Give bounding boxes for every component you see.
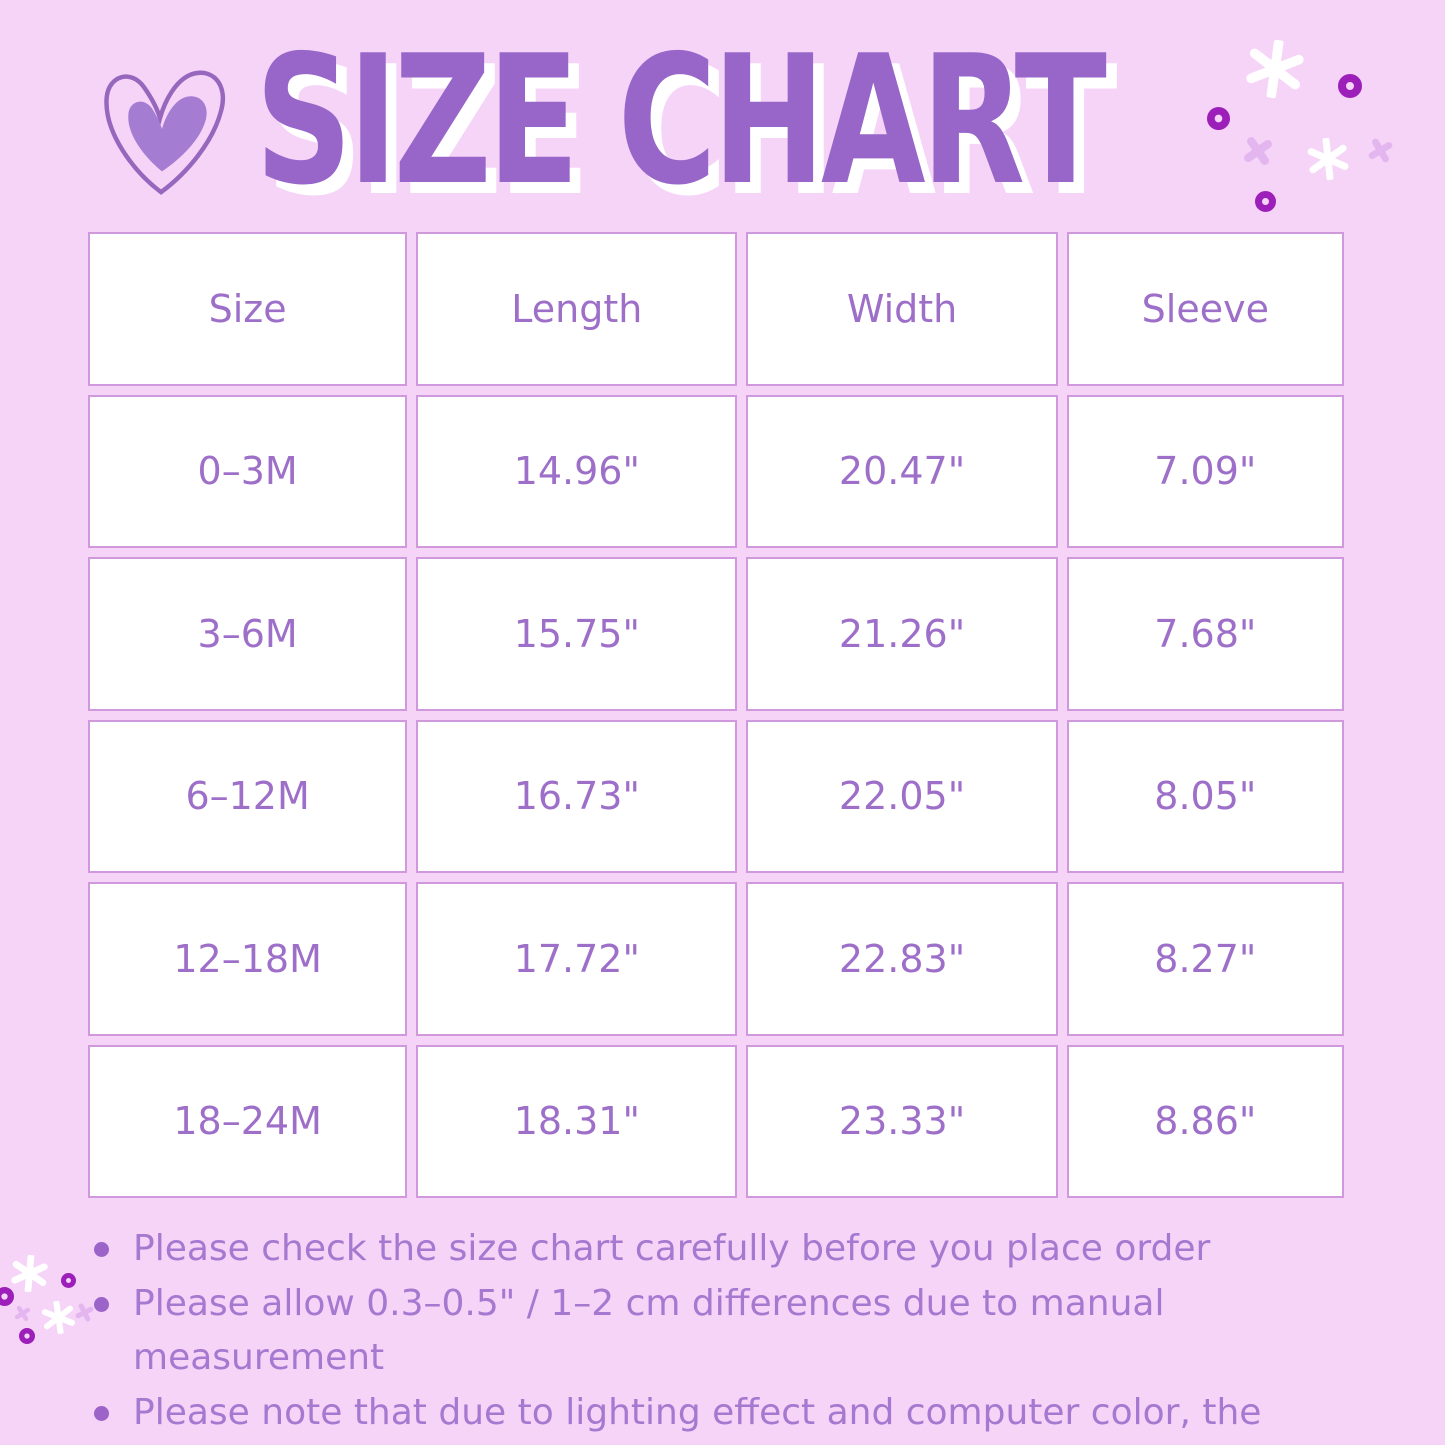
- dot-icon: [1255, 191, 1276, 212]
- sparkle-icon: [1305, 136, 1351, 182]
- sparkle-icon: [40, 1299, 77, 1336]
- size-table: Size Length Width Sleeve 0–3M 14.96" 20.…: [88, 232, 1344, 1198]
- table-cell: 22.05": [746, 719, 1058, 873]
- table-cell: 6–12M: [88, 719, 408, 873]
- header-cell-sleeve: Sleeve: [1066, 232, 1344, 386]
- table-cell: 3–6M: [88, 557, 408, 711]
- table-cell: 14.96": [416, 394, 738, 548]
- dot-icon: [1207, 107, 1230, 130]
- list-item: Please note that due to lighting effect …: [88, 1386, 1388, 1445]
- page-title: SIZE CHART: [255, 17, 1107, 224]
- header-cell-size: Size: [88, 232, 408, 386]
- table-cell: 22.83": [746, 882, 1058, 1036]
- dot-icon: [1338, 74, 1362, 98]
- note-text: Please check the size chart carefully be…: [133, 1228, 1211, 1269]
- list-item: Please check the size chart carefully be…: [88, 1222, 1388, 1276]
- dot-icon: [61, 1273, 76, 1288]
- cross-icon: [1367, 137, 1395, 165]
- cross-icon: [1242, 135, 1274, 167]
- notes-list: Please check the size chart carefully be…: [88, 1222, 1388, 1445]
- table-cell: 7.09": [1066, 394, 1344, 548]
- header-cell-width: Width: [746, 232, 1058, 386]
- bullet-icon: [94, 1297, 109, 1312]
- cross-icon: [14, 1305, 32, 1323]
- heart-icon: [82, 50, 240, 200]
- note-text: Please allow 0.3–0.5" / 1–2 cm differenc…: [133, 1283, 1165, 1378]
- table-cell: 8.05": [1066, 719, 1344, 873]
- dot-icon: [0, 1287, 14, 1306]
- table-cell: 7.68": [1066, 557, 1344, 711]
- sparkle-icon: [9, 1253, 49, 1294]
- table-cell: 23.33": [746, 1044, 1058, 1198]
- table-cell: 12–18M: [88, 882, 408, 1036]
- bullet-icon: [94, 1406, 109, 1421]
- table-cell: 15.75": [416, 557, 738, 711]
- list-item: Please allow 0.3–0.5" / 1–2 cm differenc…: [88, 1277, 1388, 1385]
- table-cell: 16.73": [416, 719, 738, 873]
- table-cell: 0–3M: [88, 394, 408, 548]
- table-cell: 18–24M: [88, 1044, 408, 1198]
- header-cell-length: Length: [416, 232, 738, 386]
- sparkle-icon: [1242, 36, 1308, 102]
- table-cell: 17.72": [416, 882, 738, 1036]
- table-cell: 20.47": [746, 394, 1058, 548]
- note-text: Please note that due to lighting effect …: [133, 1386, 1378, 1445]
- note-line: Please note that due to lighting effect …: [133, 1392, 1262, 1433]
- dot-icon: [19, 1328, 35, 1344]
- table-cell: 8.27": [1066, 882, 1344, 1036]
- table-cell: 21.26": [746, 557, 1058, 711]
- table-cell: 18.31": [416, 1044, 738, 1198]
- table-cell: 8.86": [1066, 1044, 1344, 1198]
- bullet-icon: [94, 1242, 109, 1257]
